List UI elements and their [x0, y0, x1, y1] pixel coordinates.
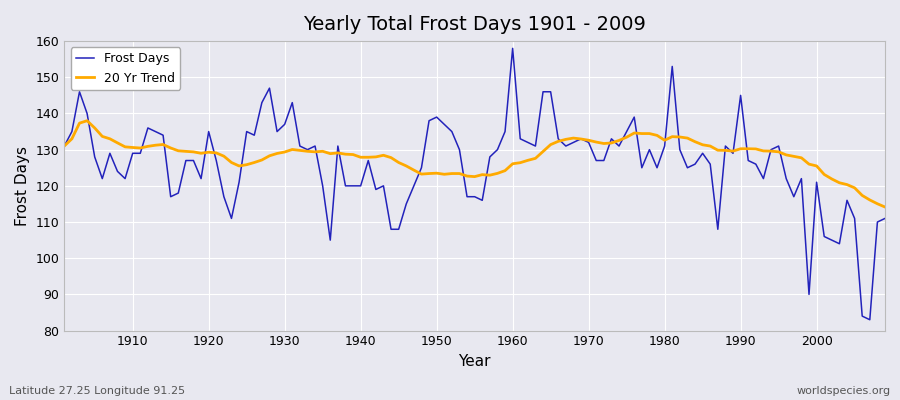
Frost Days — [500, 129, 510, 134]
20 Yr Trend — [58, 144, 69, 148]
20 Yr Trend — [294, 148, 305, 153]
Text: worldspecies.org: worldspecies.org — [796, 386, 891, 396]
Frost Days — [606, 136, 616, 141]
Text: Latitude 27.25 Longitude 91.25: Latitude 27.25 Longitude 91.25 — [9, 386, 185, 396]
20 Yr Trend — [879, 205, 890, 210]
X-axis label: Year: Year — [458, 354, 491, 369]
Frost Days — [58, 144, 69, 148]
Frost Days — [515, 136, 526, 141]
20 Yr Trend — [515, 160, 526, 165]
Frost Days — [120, 176, 130, 181]
Legend: Frost Days, 20 Yr Trend: Frost Days, 20 Yr Trend — [70, 47, 180, 90]
Y-axis label: Frost Days: Frost Days — [15, 146, 30, 226]
20 Yr Trend — [82, 118, 93, 123]
20 Yr Trend — [606, 140, 616, 145]
Line: Frost Days: Frost Days — [64, 48, 885, 320]
Frost Days — [332, 144, 343, 148]
Line: 20 Yr Trend: 20 Yr Trend — [64, 121, 885, 207]
20 Yr Trend — [340, 152, 351, 156]
Frost Days — [864, 317, 875, 322]
20 Yr Trend — [127, 145, 138, 150]
20 Yr Trend — [508, 161, 518, 166]
Frost Days — [879, 216, 890, 221]
Frost Days — [508, 46, 518, 51]
Title: Yearly Total Frost Days 1901 - 2009: Yearly Total Frost Days 1901 - 2009 — [303, 15, 646, 34]
Frost Days — [287, 100, 298, 105]
